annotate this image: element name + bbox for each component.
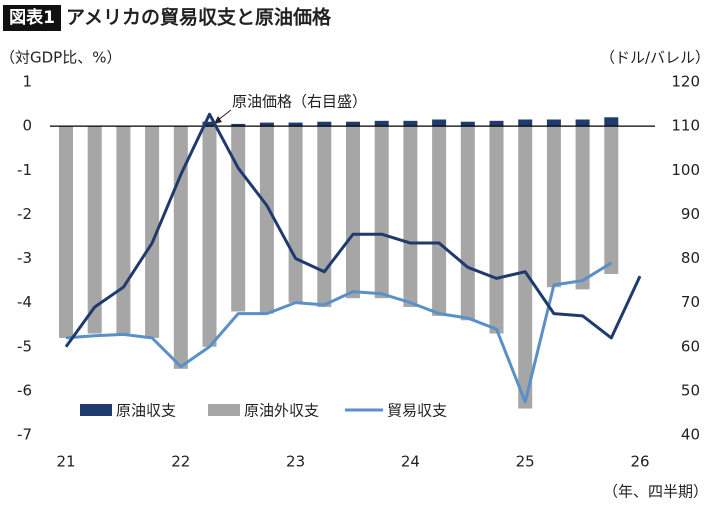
x-tick-label: 24 <box>401 453 420 471</box>
bar <box>489 126 504 334</box>
bar <box>518 119 533 127</box>
bar <box>202 121 217 127</box>
x-tick-label: 25 <box>516 453 535 471</box>
bar <box>575 119 590 127</box>
bar <box>432 119 447 127</box>
bar <box>374 126 389 299</box>
y-tick-label: -6 <box>17 381 32 399</box>
x-tick-label: 21 <box>56 453 75 471</box>
bar <box>116 126 131 334</box>
y-tick-label: -2 <box>17 205 32 223</box>
bar <box>546 119 561 127</box>
bar <box>317 126 332 308</box>
y2-tick-label: 40 <box>681 426 700 444</box>
x-tick-label: 22 <box>171 453 190 471</box>
x-axis-label: （年、四半期） <box>603 483 708 501</box>
y2-tick-label: 100 <box>671 161 700 179</box>
bar <box>374 120 389 127</box>
bar <box>489 120 504 127</box>
badge: 図表1 <box>9 7 55 28</box>
line <box>64 112 642 348</box>
bar <box>259 126 274 314</box>
bar <box>288 126 303 303</box>
bar <box>202 126 217 347</box>
y2-tick-label: 60 <box>681 337 700 355</box>
y2-tick-label: 50 <box>681 381 700 399</box>
bar <box>346 121 360 127</box>
annotation-arrow <box>217 109 232 121</box>
y-tick-label: 0 <box>22 117 32 135</box>
annotation: 原油価格（右目盛） <box>232 93 367 111</box>
chart-title: アメリカの貿易収支と原油価格 <box>66 6 332 29</box>
y-tick-label: 1 <box>22 73 32 91</box>
bar <box>432 126 447 316</box>
bar <box>317 121 332 127</box>
y-axis-label: （対GDP比、%） <box>0 49 121 67</box>
bar <box>604 126 619 274</box>
bar <box>145 126 160 338</box>
legend-swatch <box>208 404 240 416</box>
y-tick-label: -4 <box>17 293 32 311</box>
bar <box>403 120 418 127</box>
bar <box>575 126 590 290</box>
badge-box <box>3 5 61 31</box>
x-tick-label: 23 <box>286 453 305 471</box>
line <box>65 261 613 404</box>
y-tick-label: -5 <box>17 337 32 355</box>
y2-axis-label: （ドル/バレル） <box>600 49 710 67</box>
y2-tick-label: 90 <box>681 205 700 223</box>
bar <box>460 126 475 321</box>
y2-tick-label: 120 <box>671 73 700 91</box>
bar <box>231 126 246 312</box>
x-tick-label: 26 <box>630 453 649 471</box>
legend-label: 原油外収支 <box>244 402 319 420</box>
y2-tick-label: 110 <box>671 117 700 135</box>
legend-label: 貿易収支 <box>387 402 447 420</box>
bar <box>346 126 360 299</box>
bar <box>259 122 274 127</box>
bar <box>460 121 475 127</box>
legend-swatch <box>80 404 112 416</box>
bar <box>87 126 102 334</box>
y2-tick-label: 80 <box>681 249 700 267</box>
bar <box>288 122 303 127</box>
y-tick-label: -1 <box>17 161 32 179</box>
bar <box>604 117 619 127</box>
y-tick-label: -7 <box>17 426 32 444</box>
bar <box>546 126 561 288</box>
bar <box>231 123 246 127</box>
y2-tick-label: 70 <box>681 293 700 311</box>
y-tick-label: -3 <box>17 249 32 267</box>
bar <box>518 126 533 409</box>
bar <box>59 126 73 338</box>
legend-label: 原油収支 <box>116 402 176 420</box>
bar <box>403 126 418 308</box>
